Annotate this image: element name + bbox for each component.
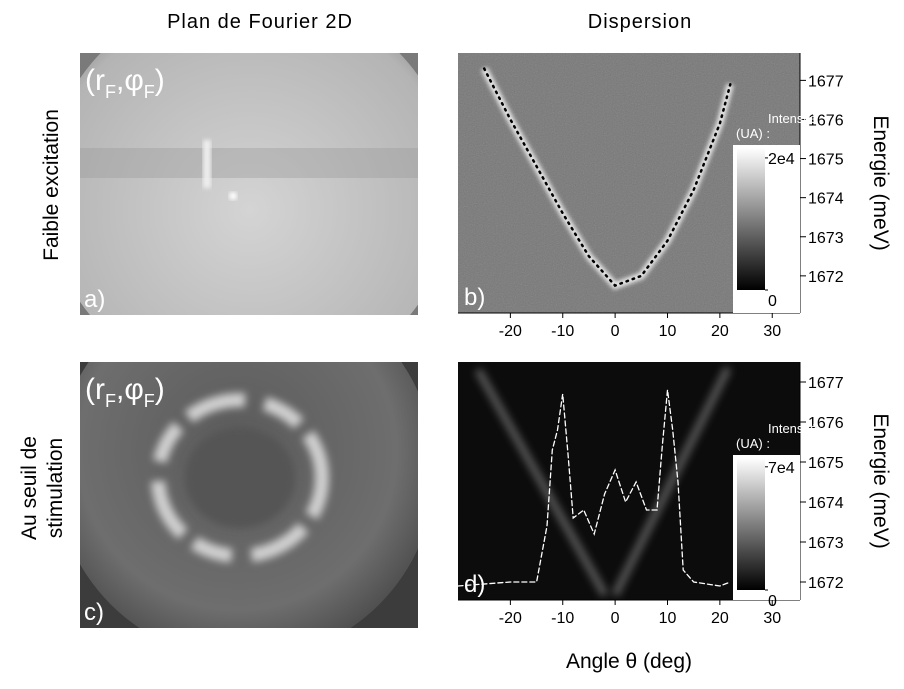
series-line xyxy=(482,67,732,288)
x-tick-label: 10 xyxy=(659,610,677,627)
x-tick-label: -20 xyxy=(499,610,522,627)
x-tick-label: -20 xyxy=(499,323,522,340)
y-tick-label: 1676 xyxy=(808,415,844,432)
y-tick-label: 1672 xyxy=(808,269,844,286)
colorbar-title: (UA) : xyxy=(736,126,770,141)
y-tick-label: 1673 xyxy=(808,535,844,552)
x-tick-label: 10 xyxy=(659,323,677,340)
x-tick-label: -10 xyxy=(551,610,574,627)
colorbar-tick-label: 0 xyxy=(768,593,777,610)
column-title: Plan de Fourier 2D xyxy=(167,11,353,33)
y-tick-label: 1672 xyxy=(808,575,844,592)
coords-part: F xyxy=(105,391,116,411)
coords-part: F xyxy=(105,82,116,102)
colorbar xyxy=(737,458,765,590)
row-label: Au seuil de xyxy=(18,436,41,540)
coords-part: ,φ xyxy=(116,64,144,97)
colorbar-tick-label: 7e4 xyxy=(768,460,795,477)
y-tick-label: 1674 xyxy=(808,191,844,208)
x-tick-label: 20 xyxy=(711,323,729,340)
coords-part: F xyxy=(144,82,155,102)
coords-part: (r xyxy=(85,64,105,97)
y-tick-label: 1674 xyxy=(808,495,844,512)
series-line xyxy=(458,389,731,587)
x-tick-label: 0 xyxy=(611,323,620,340)
x-tick-label: -10 xyxy=(551,323,574,340)
x-tick-label: 0 xyxy=(611,610,620,627)
x-tick-label: 30 xyxy=(763,323,781,340)
coords-part: ) xyxy=(155,373,165,406)
y-tick-label: 1677 xyxy=(808,73,844,90)
coords-label: (rF,φF) xyxy=(85,373,165,411)
coords-part: ,φ xyxy=(116,373,144,406)
panel-label: a) xyxy=(84,286,105,313)
charts: 1672 1673 1674 1675 1676 1677 -20 -10 0 10 20 30 Ene… xyxy=(458,53,892,673)
y-tick-label: 1677 xyxy=(808,375,844,392)
colorbar-tick-label: 2e4 xyxy=(768,151,795,168)
colorbar-title: Intensité xyxy=(768,111,817,126)
y-tick-label: 1673 xyxy=(808,230,844,247)
colorbar xyxy=(737,148,765,290)
x-axis-label: Angle θ (deg) xyxy=(566,650,692,673)
column-title: Dispersion xyxy=(588,11,692,33)
colorbar-title: (UA) : xyxy=(736,436,770,451)
y-tick-label: 1675 xyxy=(808,152,844,169)
coords-label: (rF,φF) xyxy=(85,64,165,102)
colorbar-title: Intensité xyxy=(768,421,817,436)
x-tick-label: 30 xyxy=(763,610,781,627)
fourier-image-a xyxy=(80,53,418,315)
row-label: Faible excitation xyxy=(40,109,63,261)
x-tick-label: 20 xyxy=(711,610,729,627)
panel-label: b) xyxy=(464,284,485,311)
coords-part: (r xyxy=(85,373,105,406)
y-tick-label: 1675 xyxy=(808,455,844,472)
panel-label: c) xyxy=(84,599,104,626)
coords-part: ) xyxy=(155,64,165,97)
fourier-image-c xyxy=(80,362,418,628)
y-axis-label: Energie (meV) xyxy=(869,115,892,250)
y-tick-label: 1676 xyxy=(808,112,844,129)
colorbar-tick-label: 0 xyxy=(768,293,777,310)
coords-part: F xyxy=(144,391,155,411)
y-axis-label: Energie (meV) xyxy=(869,413,892,548)
row-label: stimulation xyxy=(44,438,67,538)
